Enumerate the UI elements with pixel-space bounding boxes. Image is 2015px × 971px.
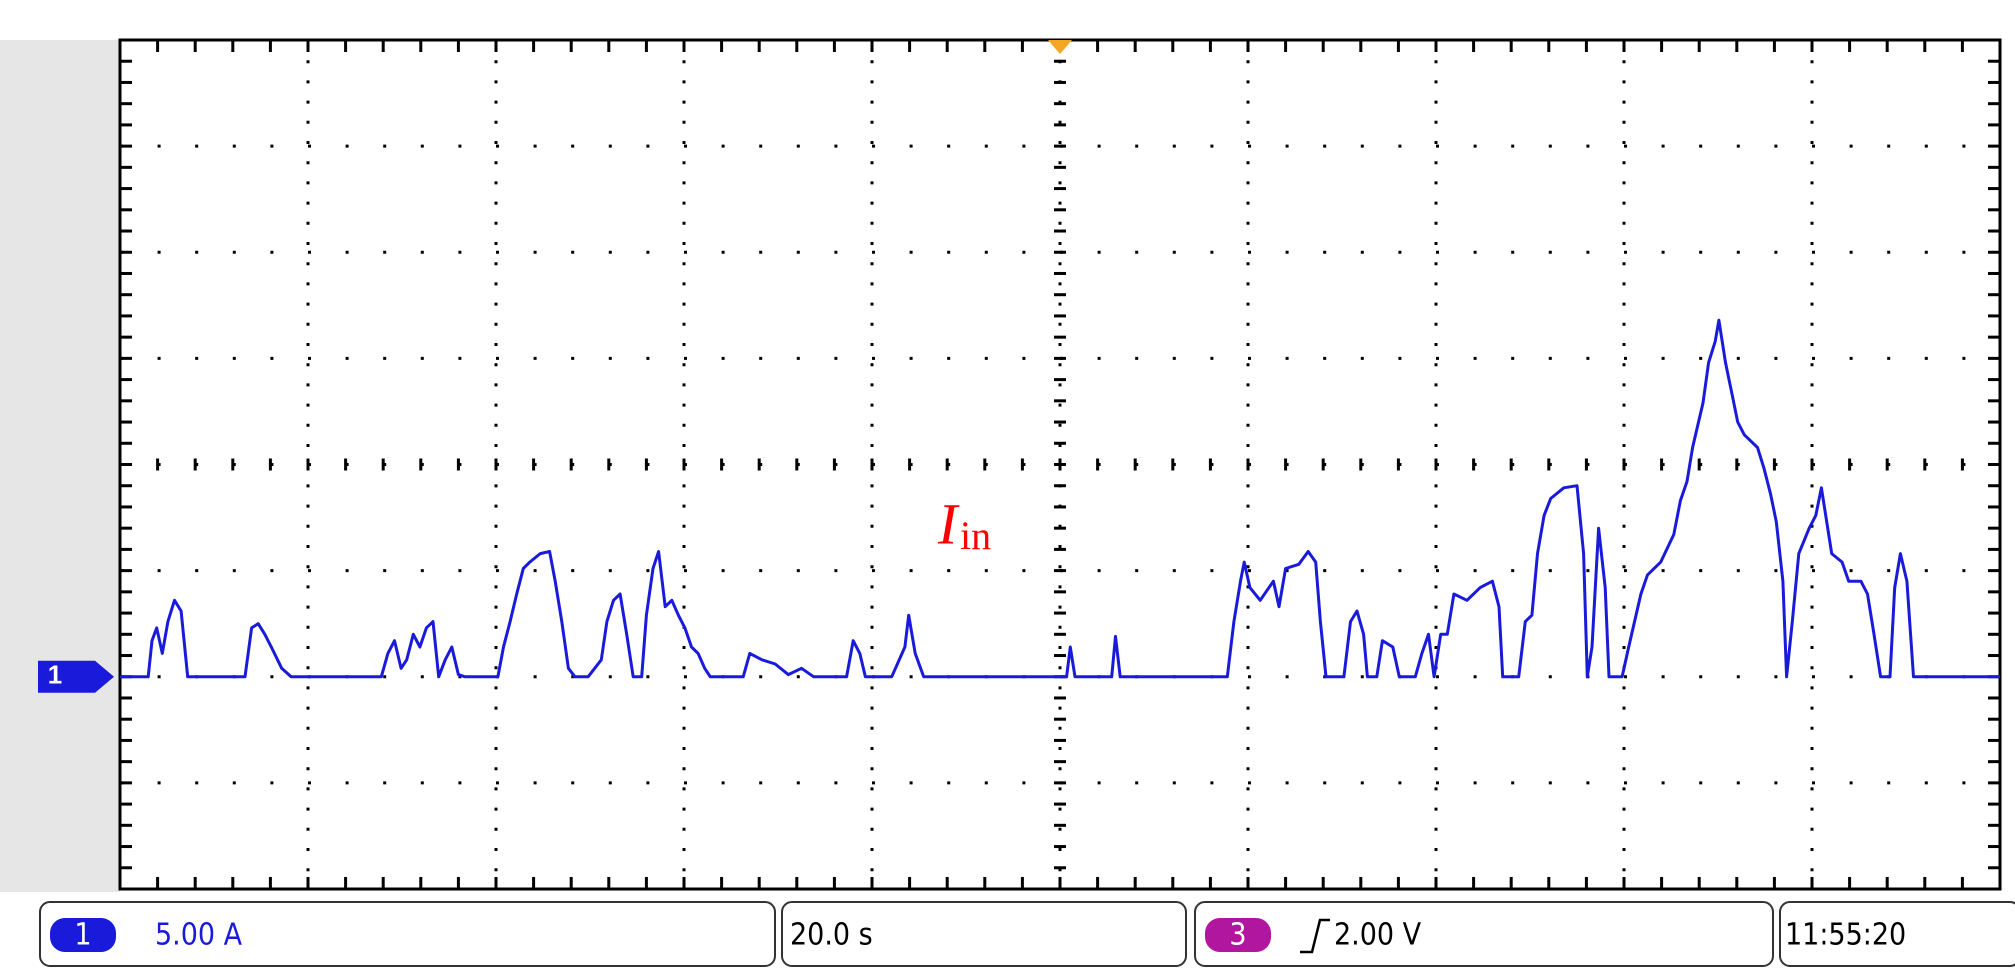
channel-badge [50,918,116,952]
status-bar: 1 5.00 A 20.0 s 3 2.00 V 11:55:20 [39,901,2015,967]
status-box [1194,901,1774,967]
vertical-scale: 5.00 A [155,918,243,953]
trigger-slope-icon [1300,918,1330,954]
channel-badge-label: 1 [74,918,91,953]
trace-layer [120,318,2000,679]
timebase: 20.0 s [790,918,873,953]
trigger-position-marker [1048,40,1072,54]
status-box [781,901,1187,967]
channel-marker-label: 1 [48,660,62,690]
status-box [1779,901,2015,967]
trace-line [120,318,2000,679]
annotation-subscript: in [960,513,991,558]
left-margin [0,40,120,892]
trigger-level: 2.00 V [1334,918,1422,953]
annotation: I [937,491,960,556]
channel-marker: 1 [38,660,114,693]
status-box [39,901,776,967]
trigger-channel-label: 3 [1229,918,1246,953]
channel-marker-arrow [38,660,114,693]
grid [118,38,2002,891]
clock: 11:55:20 [1785,918,1906,953]
trigger-channel-badge [1205,918,1271,952]
